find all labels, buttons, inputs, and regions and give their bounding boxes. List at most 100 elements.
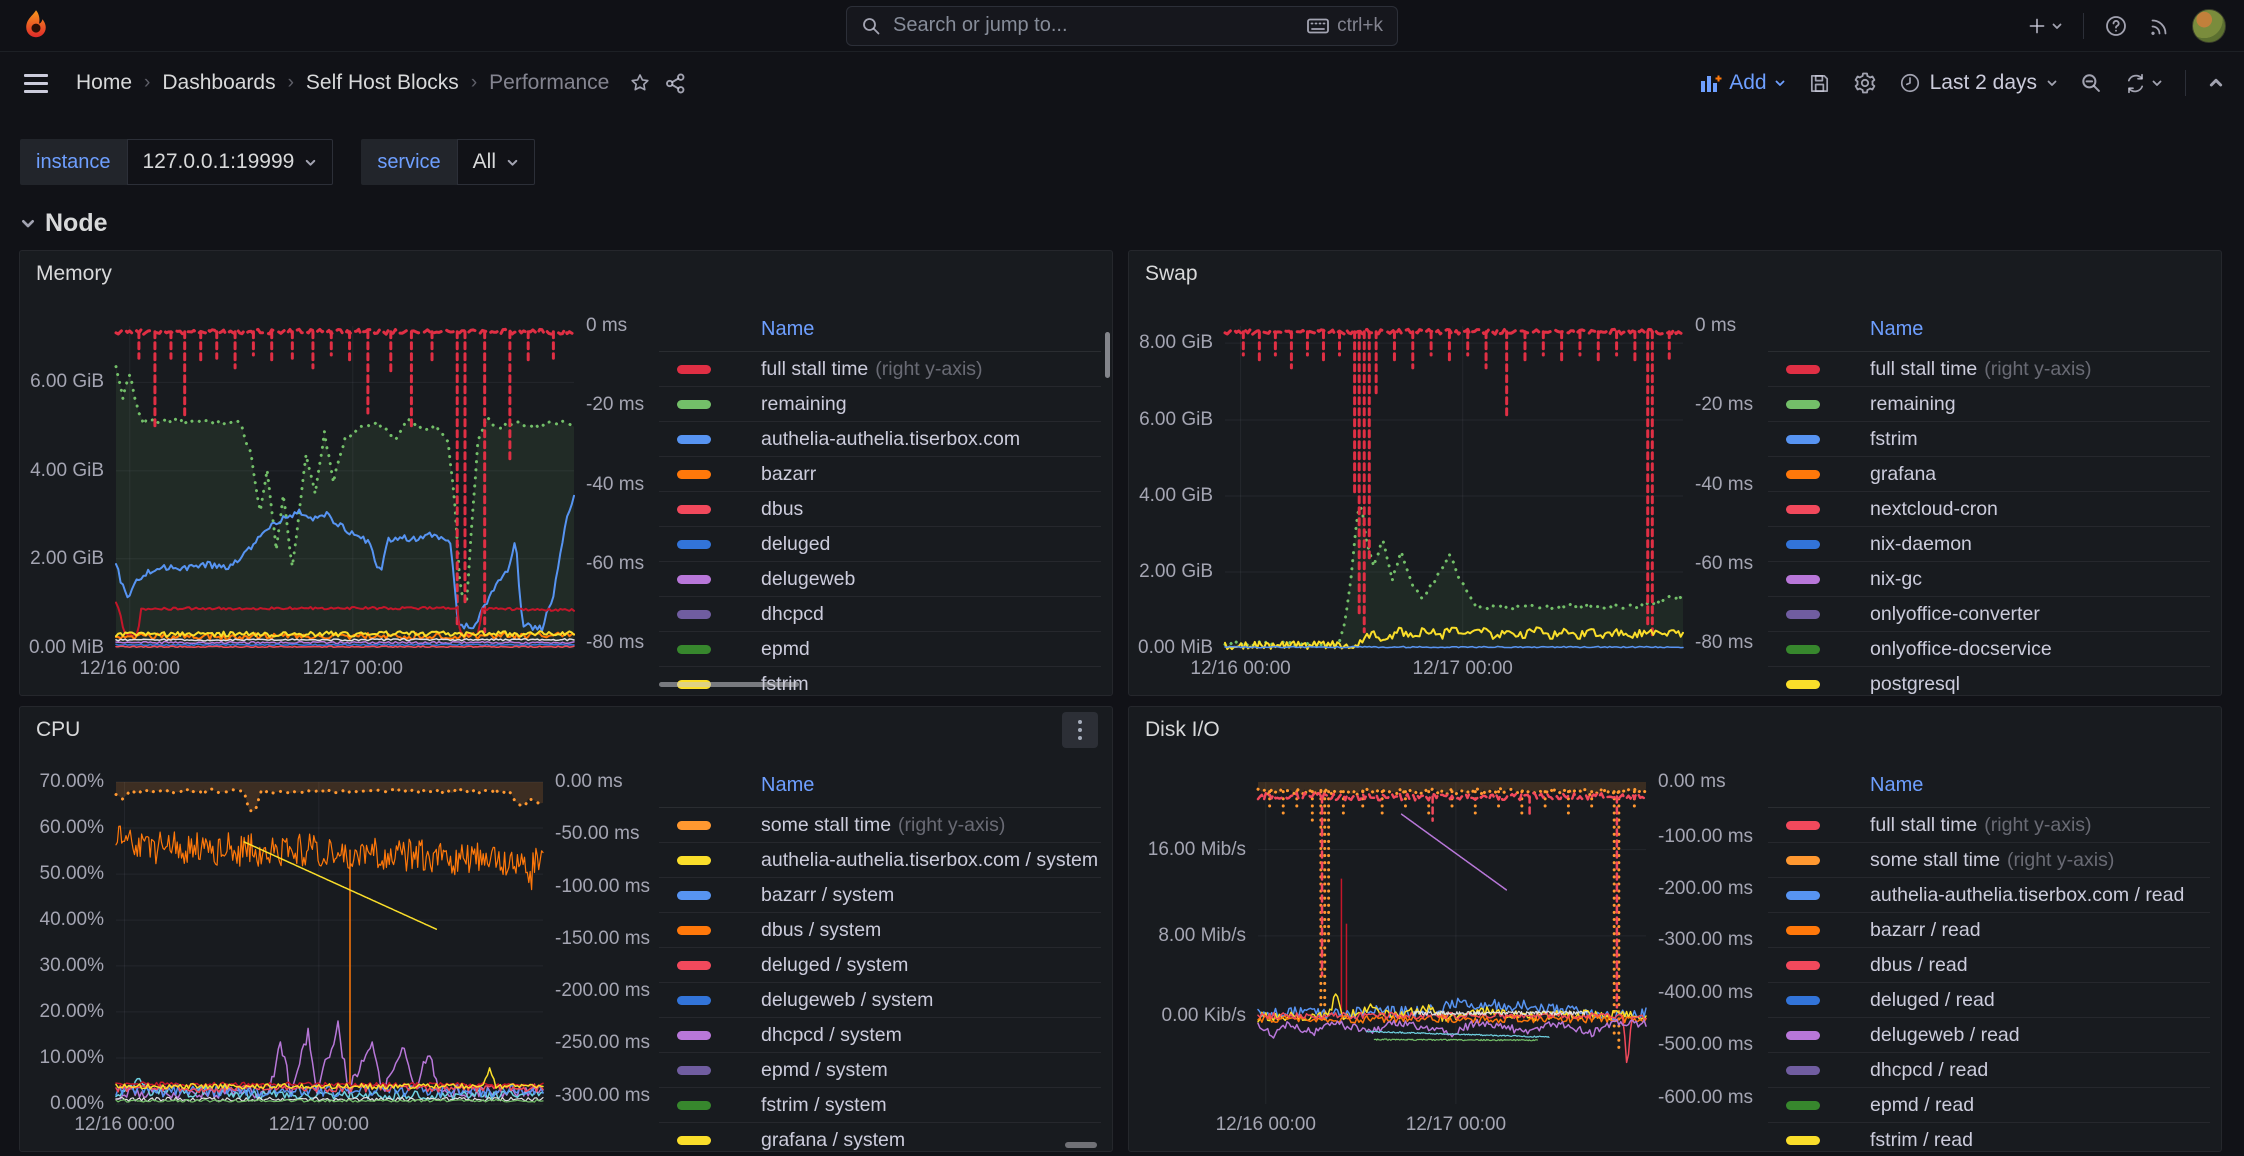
legend-row[interactable]: remaining (1768, 387, 2210, 422)
legend-row[interactable]: some stall time (right y-axis) (1768, 843, 2210, 878)
new-menu-button[interactable] (2027, 16, 2063, 36)
breadcrumb-dashboards[interactable]: Dashboards (162, 71, 276, 94)
axis-tick-label: -200.00 ms (555, 979, 651, 1001)
variable-service-value: All (472, 150, 497, 173)
legend-row[interactable]: fstrim / read (1768, 1123, 2210, 1151)
grafana-logo-icon[interactable] (18, 8, 54, 44)
legend-row[interactable]: delugeweb / system (659, 983, 1101, 1018)
search-bar[interactable]: ctrl+k (846, 5, 1398, 46)
panel-menu-button[interactable] (1062, 712, 1098, 748)
zoom-out-time-button[interactable] (2080, 72, 2102, 94)
mega-menu-button[interactable] (20, 70, 52, 97)
legend-row[interactable]: dbus / system (659, 913, 1101, 948)
legend-row[interactable]: dhcpcd / read (1768, 1053, 2210, 1088)
variable-instance-select[interactable]: 127.0.0.1:19999 (126, 139, 334, 185)
legend-row[interactable]: grafana (1768, 457, 2210, 492)
series-name: full stall time (1870, 357, 1978, 380)
row-node-toggle[interactable]: Node (20, 209, 2244, 238)
legend-row[interactable]: deluged / system (659, 948, 1101, 983)
legend-row[interactable]: authelia-authelia.tiserbox.com / read (1768, 878, 2210, 913)
favorite-button[interactable] (629, 72, 651, 94)
legend-row[interactable]: epmd (659, 632, 1101, 667)
series-color-swatch (677, 364, 711, 374)
legend-horizontal-scrollbar[interactable] (1065, 1142, 1097, 1148)
series-name: grafana / system (761, 1128, 906, 1151)
legend-row[interactable]: nix-daemon (1768, 527, 2210, 562)
user-avatar[interactable] (2192, 8, 2226, 43)
save-dashboard-button[interactable] (1808, 72, 1831, 95)
panel-memory-title[interactable]: Memory (36, 261, 112, 285)
legend-row[interactable]: nextcloud-cron (1768, 492, 2210, 527)
legend-row[interactable]: grafana / system (659, 1123, 1101, 1151)
axis-tick-label: 12/16 00:00 (79, 658, 180, 679)
collapse-toolbar-button[interactable] (2208, 75, 2224, 91)
series-name: delugeweb (761, 567, 856, 590)
axis-tick-label: 12/16 00:00 (1215, 1114, 1316, 1135)
panel-cpu-title[interactable]: CPU (36, 717, 81, 741)
breadcrumb-separator: › (144, 72, 151, 93)
series-name: delugeweb / read (1870, 1023, 2020, 1046)
series-name: grafana (1870, 462, 1937, 485)
share-button[interactable] (665, 73, 686, 94)
memory-chart[interactable]: 6.00 GiB 4.00 GiB 2.00 GiB 0.00 MiB 0 ms -20 … (21, 296, 659, 695)
legend-row[interactable]: some stall time (right y-axis) (659, 808, 1101, 843)
legend-row[interactable]: bazarr / read (1768, 913, 2210, 948)
legend-vertical-scrollbar[interactable] (1105, 332, 1110, 378)
legend-name-header[interactable]: Name (659, 768, 1101, 808)
time-range-picker[interactable]: Last 2 days (1899, 71, 2058, 95)
legend-row[interactable]: postgresql (1768, 667, 2210, 695)
variable-service: service All (361, 139, 536, 185)
legend-row[interactable]: onlyoffice-docservice (1768, 632, 2210, 667)
rss-icon (2151, 19, 2167, 35)
panel-swap-title[interactable]: Swap (1145, 261, 1198, 285)
legend-row[interactable]: bazarr / system (659, 878, 1101, 913)
cpu-chart[interactable]: 70.00% 60.00% 50.00% 40.00% 30.00% 20.00% 10.0… (21, 752, 659, 1151)
dashboard-settings-button[interactable] (1853, 71, 1877, 95)
legend-row[interactable]: full stall time (right y-axis) (1768, 808, 2210, 843)
legend-row[interactable]: epmd / read (1768, 1088, 2210, 1123)
cpu-legend: Name some stall time (right y-axis) auth… (659, 768, 1111, 1151)
legend-row[interactable]: full stall time (right y-axis) (659, 352, 1101, 387)
legend-row[interactable]: nix-gc (1768, 562, 2210, 597)
legend-row[interactable]: fstrim / system (659, 1088, 1101, 1123)
breadcrumb-current: Performance (489, 71, 610, 94)
legend-row[interactable]: epmd / system (659, 1053, 1101, 1088)
legend-row[interactable]: deluged (659, 527, 1101, 562)
legend-row[interactable]: dbus (659, 492, 1101, 527)
panel-disk-io-title[interactable]: Disk I/O (1145, 717, 1220, 741)
axis-tick-label: -100.00 ms (555, 875, 651, 897)
chevron-down-icon (1775, 80, 1784, 86)
search-input[interactable] (891, 13, 1298, 38)
legend-name-header[interactable]: Name (1768, 312, 2210, 352)
legend-row[interactable]: delugeweb (659, 562, 1101, 597)
refresh-button[interactable] (2124, 72, 2163, 95)
legend-row[interactable]: authelia-authelia.tiserbox.com (659, 422, 1101, 457)
disk-io-chart[interactable]: 16.00 Mib/s 8.00 Mib/s 0.00 Kib/s 0.00 ms -1… (1130, 752, 1768, 1151)
series-axis-note: (right y-axis) (1984, 813, 2092, 836)
legend-name-header[interactable]: Name (1768, 768, 2210, 808)
breadcrumb-home[interactable]: Home (76, 71, 133, 94)
legend-row[interactable]: bazarr (659, 457, 1101, 492)
help-button[interactable] (2104, 14, 2128, 38)
legend-row[interactable]: remaining (659, 387, 1101, 422)
legend-row[interactable]: delugeweb / read (1768, 1018, 2210, 1053)
swap-chart[interactable]: 8.00 GiB 6.00 GiB 4.00 GiB 2.00 GiB 0.00 MiB… (1130, 296, 1768, 695)
legend-row[interactable]: authelia-authelia.tiserbox.com / system (659, 843, 1101, 878)
legend-row[interactable]: fstrim (1768, 422, 2210, 457)
legend-name-header[interactable]: Name (659, 312, 1101, 352)
legend-row[interactable]: dbus / read (1768, 948, 2210, 983)
axis-tick-label: -40 ms (1695, 473, 1754, 495)
legend-row[interactable]: dhcpcd (659, 597, 1101, 632)
legend-row[interactable]: onlyoffice-converter (1768, 597, 2210, 632)
axis-tick-label: 30.00% (39, 954, 104, 976)
legend-row[interactable]: deluged / read (1768, 983, 2210, 1018)
legend-row[interactable]: dhcpcd / system (659, 1018, 1101, 1053)
add-panel-button[interactable]: Add (1700, 71, 1785, 95)
variable-service-select[interactable]: All (456, 139, 536, 185)
axis-tick-label: -60 ms (586, 553, 645, 575)
breadcrumb-folder[interactable]: Self Host Blocks (305, 71, 459, 94)
news-button[interactable] (2148, 14, 2172, 38)
legend-row[interactable]: fstrim (659, 667, 1101, 695)
legend-row[interactable]: full stall time (right y-axis) (1768, 352, 2210, 387)
legend-horizontal-scrollbar[interactable] (659, 682, 799, 687)
